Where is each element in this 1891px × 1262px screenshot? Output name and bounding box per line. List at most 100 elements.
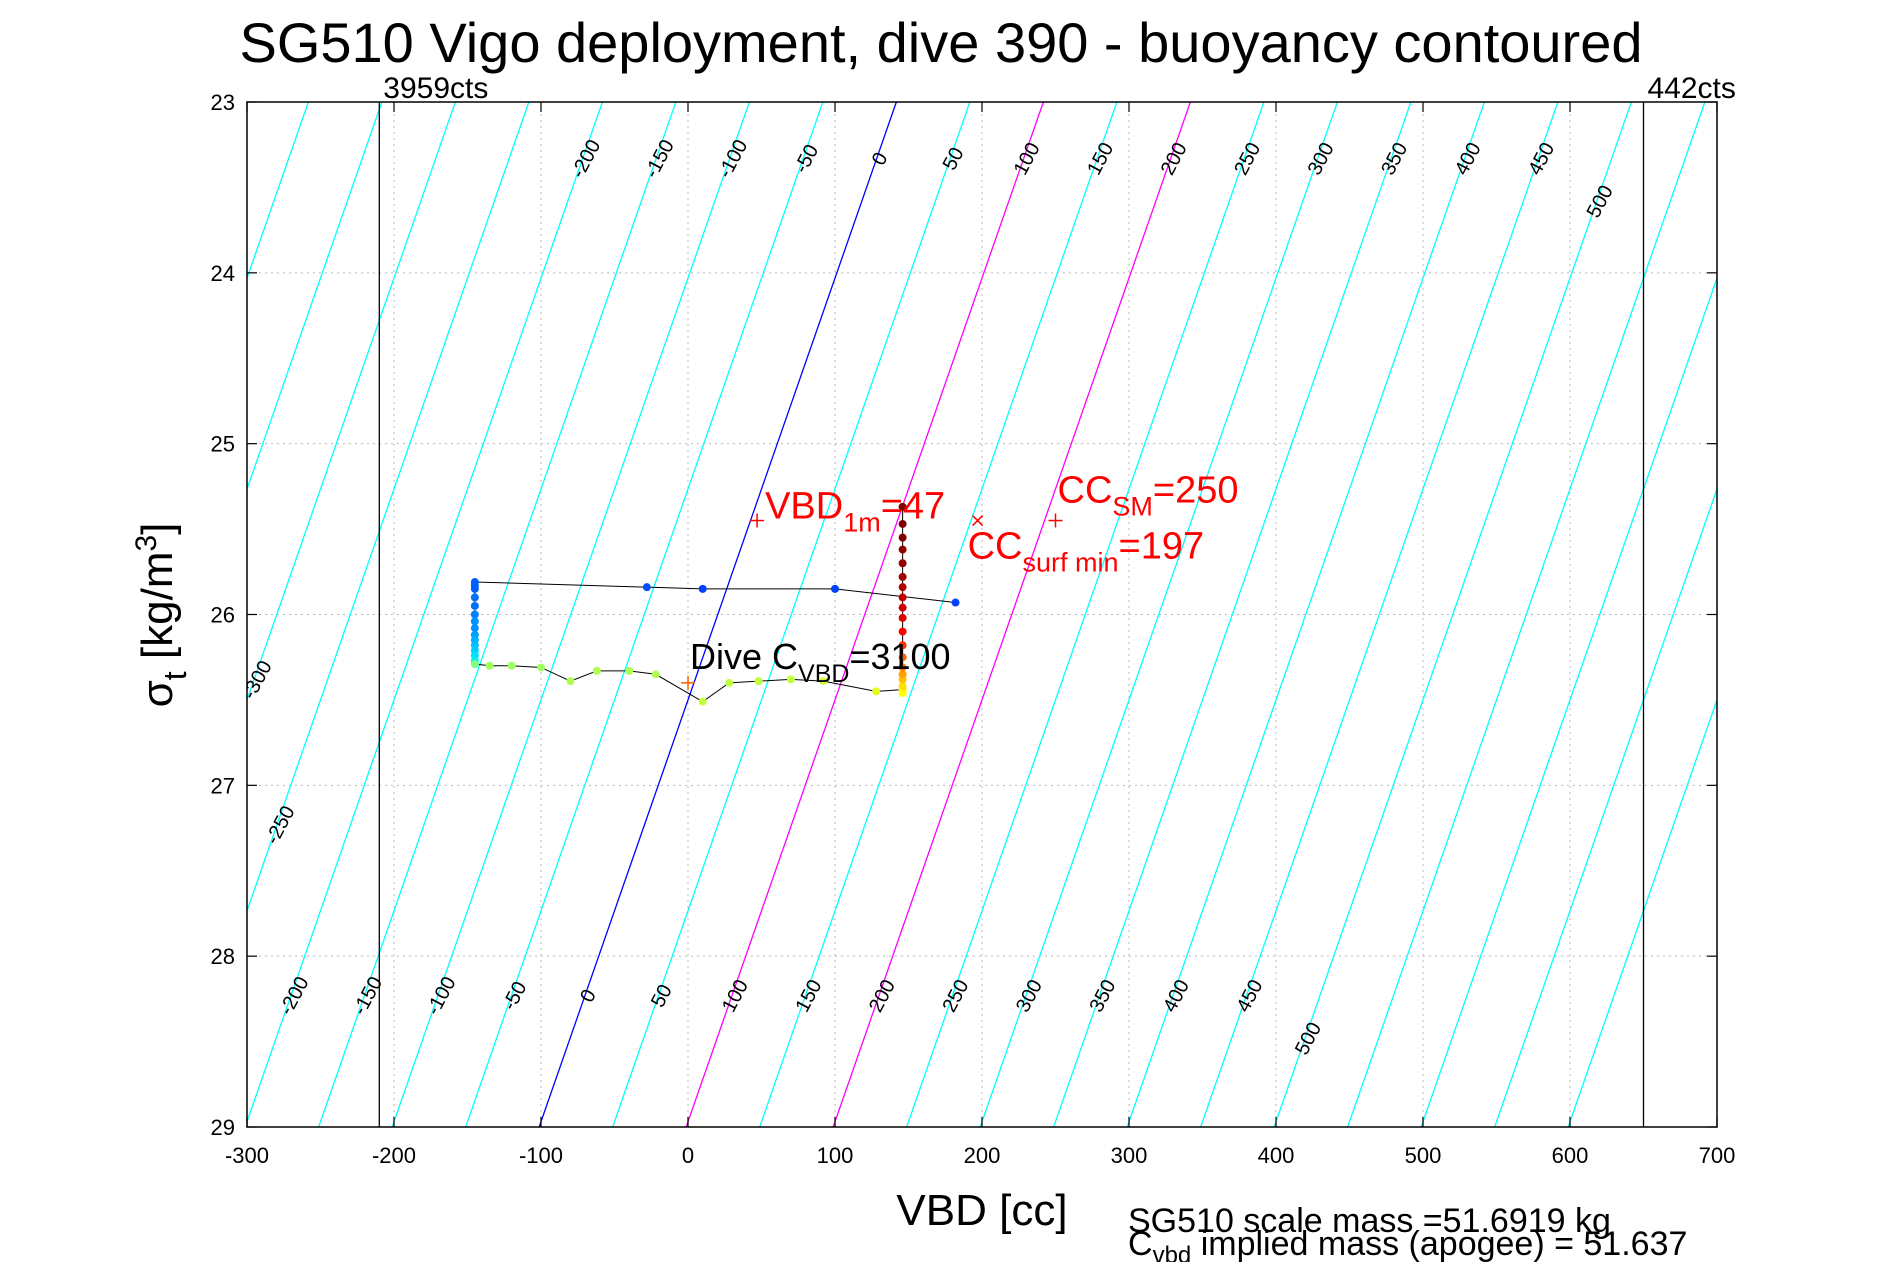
buoyancy-contour-line <box>1567 697 1717 1127</box>
footer-notes: SG510 scale mass =51.6919 kg Cvbd implie… <box>1128 1202 1687 1262</box>
buoyancy-contour-line <box>247 102 383 491</box>
y-tick-label: 25 <box>211 432 235 457</box>
dive-data-point <box>872 687 881 696</box>
dive-data-point <box>698 584 707 593</box>
buoyancy-contour-line <box>759 102 1118 1127</box>
dive-data-point <box>898 670 907 679</box>
x-tick-label: 300 <box>1111 1143 1148 1168</box>
dive-data-point <box>470 601 479 610</box>
dive-data-point <box>470 593 479 602</box>
buoyancy-contour-line <box>1126 102 1485 1127</box>
buoyancy-contour-line <box>1273 102 1632 1127</box>
dive-data-point <box>786 675 795 684</box>
dive-data-point <box>898 627 907 636</box>
dive-data <box>470 502 960 706</box>
plot-area: -450-400-350-300-250-200-150-100-5005010… <box>211 72 1736 1168</box>
vbd-limit-lines: 3959cts 442cts <box>378 72 1736 1127</box>
y-tick-label: 28 <box>211 944 235 969</box>
buoyancy-contour-line <box>906 102 1265 1127</box>
dive-data-point <box>898 533 907 542</box>
y-tick-label: 23 <box>211 90 235 115</box>
x-marker <box>972 515 984 527</box>
dive-data-point <box>951 598 960 607</box>
buoyancy-contour-line <box>1053 102 1412 1127</box>
dive-data-point <box>470 617 479 626</box>
dive-data-point <box>898 572 907 581</box>
dive-data-point <box>898 502 907 511</box>
x-tick-label: 400 <box>1258 1143 1295 1168</box>
buoyancy-contour-line <box>832 102 1191 1127</box>
y-axis-label: σt [kg/m3] <box>130 523 193 708</box>
buoyancy-contour-line <box>612 102 971 1127</box>
axis-ticks: -300 -200 -100 0 100 200 300 400 500 600 700 23 24 25… <box>211 90 1736 1168</box>
x-axis-label: VBD [cc] <box>896 1186 1067 1235</box>
buoyancy-contour-line <box>538 102 897 1127</box>
dive-data-point <box>651 670 660 679</box>
vbd-1m-annotation: VBD1m=47 <box>765 486 945 538</box>
dive-data-point <box>898 653 907 662</box>
dive-data-point <box>898 689 907 698</box>
dive-data-point <box>754 677 763 686</box>
buoyancy-contour-line <box>391 102 750 1127</box>
dive-data-point <box>537 663 545 672</box>
buoyancy-contour-line <box>1494 487 1717 1127</box>
dive-data-point <box>592 666 601 675</box>
x-tick-label: 200 <box>964 1143 1001 1168</box>
x-tick-label: 600 <box>1552 1143 1589 1168</box>
x-tick-label: 100 <box>817 1143 854 1168</box>
dive-data-point <box>642 583 651 592</box>
y-tick-label: 26 <box>211 603 235 628</box>
dive-data-point <box>898 559 907 568</box>
dive-data-point <box>898 641 907 650</box>
dive-data-point <box>698 697 707 706</box>
vbd-limit-label: 3959cts <box>383 72 488 105</box>
chart-title: SG510 Vigo deployment, dive 390 - buoyan… <box>239 11 1642 74</box>
y-tick-label: 24 <box>211 261 235 286</box>
dive-data-point <box>470 610 479 619</box>
buoyancy-contour-line <box>318 102 677 1127</box>
y-tick-label: 27 <box>211 773 235 798</box>
dive-data-point <box>898 603 907 612</box>
buoyancy-contour-line <box>465 102 824 1127</box>
buoyancy-contour-line <box>247 102 456 702</box>
implied-mass-note: Cvbd implied mass (apogee) = 51.637 <box>1128 1225 1687 1262</box>
buoyancy-contour-line <box>1347 102 1706 1127</box>
x-tick-label: -300 <box>225 1143 269 1168</box>
dive-data-point <box>898 583 907 592</box>
buoyancy-contour-line <box>1420 276 1717 1127</box>
dive-data-point <box>625 666 634 675</box>
dive-data-point <box>485 661 494 670</box>
dive-data-point <box>898 613 907 622</box>
buoyancy-contour-line <box>247 102 530 913</box>
buoyancy-contour-line <box>247 102 603 1124</box>
dive-data-point <box>725 678 734 687</box>
dive-data-point <box>898 663 907 672</box>
dive-cvbd-annotation: Dive CVBD=3100 <box>690 636 951 688</box>
vbd-limit-label: 442cts <box>1648 72 1736 105</box>
dive-data-point <box>898 593 907 602</box>
dive-data-point <box>898 682 907 691</box>
x-tick-label: -100 <box>519 1143 563 1168</box>
dive-data-point <box>470 584 479 593</box>
dive-data-point <box>819 677 828 686</box>
buoyancy-contour-line <box>1200 102 1559 1127</box>
x-tick-label: -200 <box>372 1143 416 1168</box>
dive-data-point <box>470 660 479 669</box>
cc-surf-min-annotation: CCsurf min=197 <box>968 526 1205 578</box>
scale-mass-note: SG510 scale mass =51.6919 kg <box>1128 1202 1611 1240</box>
dive-data-point <box>470 624 479 633</box>
dive-data-point <box>898 519 907 528</box>
cc-sm-annotation: CCSM=250 <box>1058 470 1239 522</box>
y-axis-label-text: σt [kg/m3] <box>130 523 193 708</box>
dive-data-point <box>898 545 907 554</box>
x-tick-label: 700 <box>1699 1143 1736 1168</box>
x-tick-label: 500 <box>1405 1143 1442 1168</box>
dive-data-point <box>566 677 575 686</box>
grid <box>247 102 1717 1127</box>
y-tick-label: 29 <box>211 1115 235 1140</box>
buoyancy-contour-line <box>979 102 1338 1127</box>
dive-data-point <box>831 584 839 593</box>
dive-data-point <box>507 661 516 670</box>
